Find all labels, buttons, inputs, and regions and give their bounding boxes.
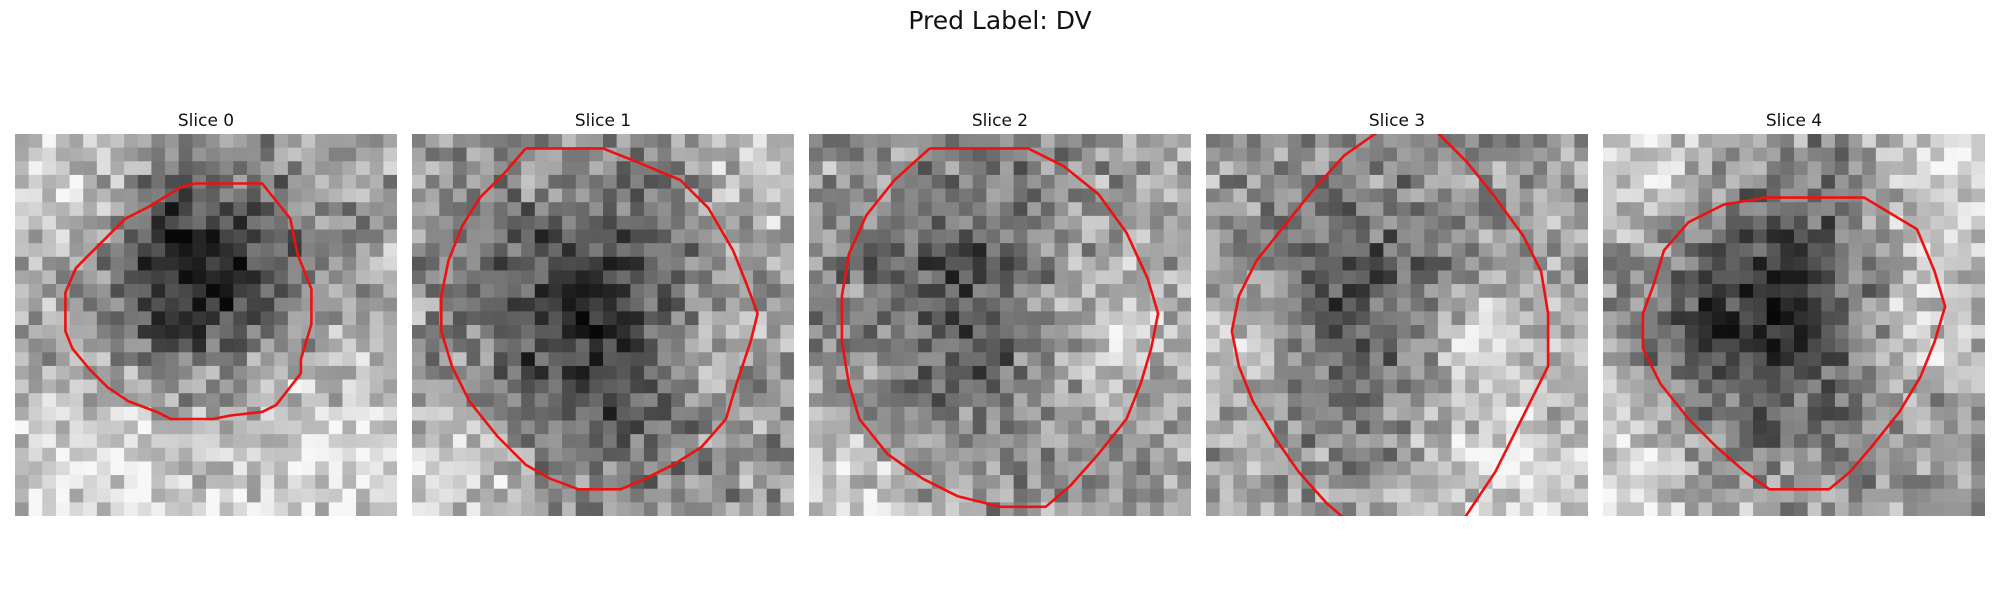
slice-panel-3: Slice 3 — [1206, 108, 1588, 516]
segmentation-contour — [64, 182, 313, 421]
slice-image — [412, 134, 794, 516]
slice-panel-0: Slice 0 — [15, 108, 397, 516]
slice-panel-1: Slice 1 — [412, 108, 794, 516]
slice-image — [1603, 134, 1985, 516]
segmentation-contour — [1230, 134, 1550, 516]
slice-image — [15, 134, 397, 516]
segmentation-contour — [1641, 196, 1947, 491]
slice-panel-4: Slice 4 — [1603, 108, 1985, 516]
slice-title: Slice 0 — [177, 111, 235, 131]
slice-image — [1206, 134, 1588, 516]
slice-title: Slice 4 — [1765, 111, 1823, 131]
slice-image — [809, 134, 1191, 516]
slice-title: Slice 3 — [1368, 111, 1426, 131]
segmentation-contour — [440, 147, 759, 491]
segmentation-contour — [840, 147, 1160, 509]
slice-panel-2: Slice 2 — [809, 108, 1191, 516]
slice-title: Slice 1 — [574, 111, 632, 131]
slice-title: Slice 2 — [971, 111, 1029, 131]
figure-title: Pred Label: DV — [908, 6, 1092, 35]
